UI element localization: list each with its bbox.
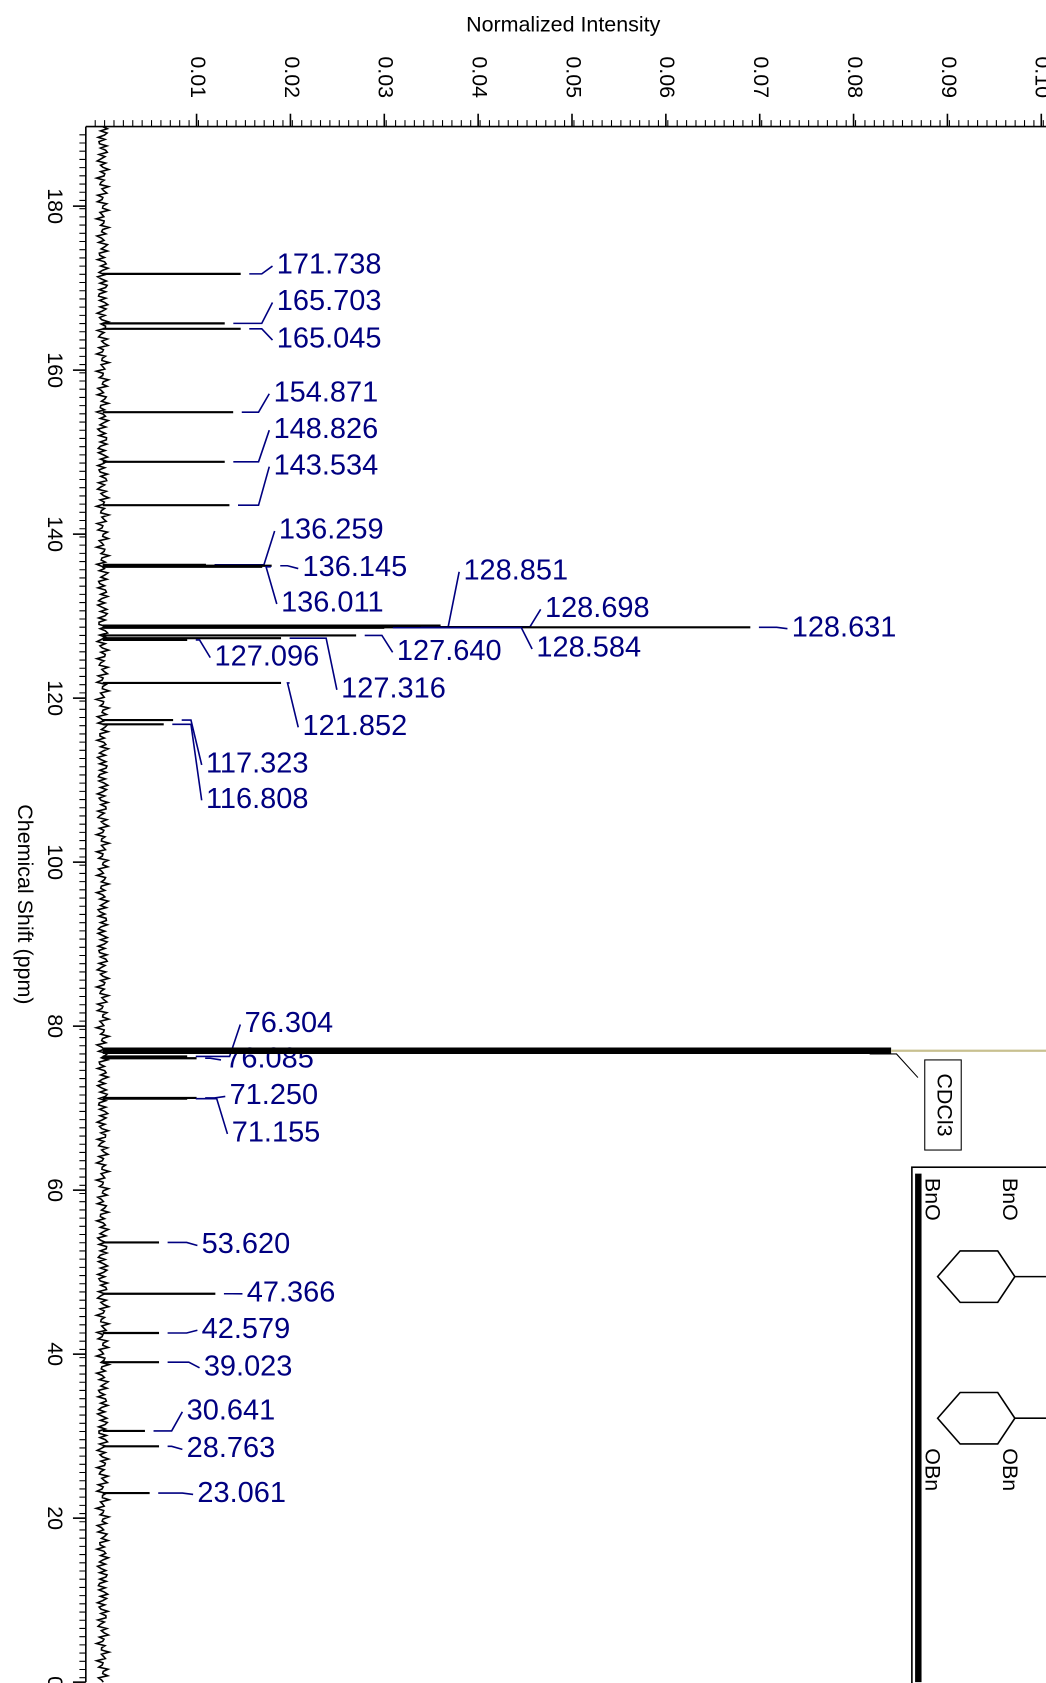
peak-leader [205,1095,226,1099]
y-axis-title: Normalized Intensity [466,12,660,36]
substituent: OBn [998,1448,1022,1491]
y-tick-label: 0.03 [374,56,398,98]
peak-leader [238,466,271,506]
peak-leader [158,1492,194,1496]
x-tick-label: 120 [43,680,67,716]
peak-label: 53.620 [202,1228,291,1260]
peak-leader [181,719,203,766]
ring [936,1391,1016,1445]
peak-label: 30.641 [187,1394,276,1426]
peak-label: 42.579 [202,1313,291,1345]
y-tick-label: 0.02 [280,56,304,98]
peak-label: 128.584 [536,632,641,664]
peak-leader [167,1361,200,1369]
y-tick-label: 0.07 [749,56,773,98]
structure-box [911,1166,1046,1683]
peak-leader [280,564,299,570]
peak-leader [205,1057,222,1061]
peak-label: 171.738 [277,249,382,281]
peak-label: 148.826 [274,413,379,445]
x-tick-label: 0 [43,1676,67,1683]
peak-label: 116.808 [206,783,309,815]
peak-leader [447,571,460,627]
peak-leader [195,639,211,659]
x-axis-title: Chemical Shift (ppm) [13,804,37,1004]
peak-label: 117.323 [206,748,309,780]
y-tick-label: 0.09 [937,56,961,98]
peak-leader [195,1097,229,1135]
peak-leader [758,626,788,630]
substituent: BnO [998,1178,1022,1221]
peak-leader [214,530,276,566]
solvent-label: CDCl3 [932,1073,956,1136]
y-tick-label: 0.04 [467,56,491,98]
peak-leader [167,1241,198,1247]
peak-label: 136.259 [279,514,384,546]
baseline-noise [93,125,113,1683]
peak-leader [167,1445,183,1451]
peak-leader [286,682,300,728]
peak-label: 23.061 [197,1477,286,1509]
peak-leader [249,265,273,275]
peak-leader [172,723,203,801]
peak-leader [421,608,542,628]
peak-label: 136.011 [281,587,384,619]
peak-label: 165.703 [277,285,382,317]
peak-leader [249,327,274,341]
x-tick-label: 40 [43,1342,67,1366]
peak-leader [241,393,270,413]
peak-label: 165.045 [277,323,382,355]
peak-label: 127.640 [397,635,502,667]
peak-label: 47.366 [247,1276,336,1308]
peak-label: 143.534 [274,449,379,481]
y-tick-label: 0.06 [655,56,679,98]
peak-label: 154.871 [274,376,379,408]
solvent-leader [869,1053,919,1078]
x-tick-label: 20 [43,1506,67,1530]
peak-label: 28.763 [187,1432,276,1464]
peak-leader [195,1024,242,1058]
x-tick-label: 80 [43,1014,67,1038]
minor-ticks [79,120,1044,1679]
peak-label: 128.698 [545,592,650,624]
peak-leader [364,634,394,653]
peak-label: 121.852 [303,710,408,742]
solvent-box [924,1059,962,1151]
ring [936,1250,1016,1304]
x-tick-label: 100 [43,844,67,880]
x-tick-label: 140 [43,516,67,552]
peak-label: 127.316 [341,672,446,704]
x-tick-label: 160 [43,352,67,388]
peak-label: 76.085 [225,1043,314,1075]
substituent: BnO [921,1178,945,1221]
y-tick-label: 0.10 [1031,56,1046,98]
peak-label: 128.851 [463,554,568,586]
peak-leader [392,626,533,650]
peak-leader [153,1411,184,1432]
y-tick-label: 0.01 [186,56,210,98]
peak-leader [264,566,278,605]
y-tick-label: 0.08 [843,56,867,98]
peak-label: 128.631 [792,611,897,643]
plot: Normalized Intensity Chemical Shift (ppm… [13,12,1046,1683]
x-tick-label: 60 [43,1178,67,1202]
x-tick-label: 180 [43,188,67,224]
substituent: OBn [921,1448,945,1491]
peak-label: 71.250 [230,1079,319,1111]
peak-leader [289,637,338,690]
peak-leader [233,302,274,325]
peak-label: 136.145 [303,551,408,583]
y-tick-label: 0.05 [561,56,585,98]
peak-label: 127.096 [215,640,320,672]
peak-label: 71.155 [232,1117,321,1149]
peak-leader [233,429,271,463]
peak-label: 76.304 [245,1007,334,1039]
peak-leader [167,1329,198,1334]
peak-label: 39.023 [204,1350,293,1382]
